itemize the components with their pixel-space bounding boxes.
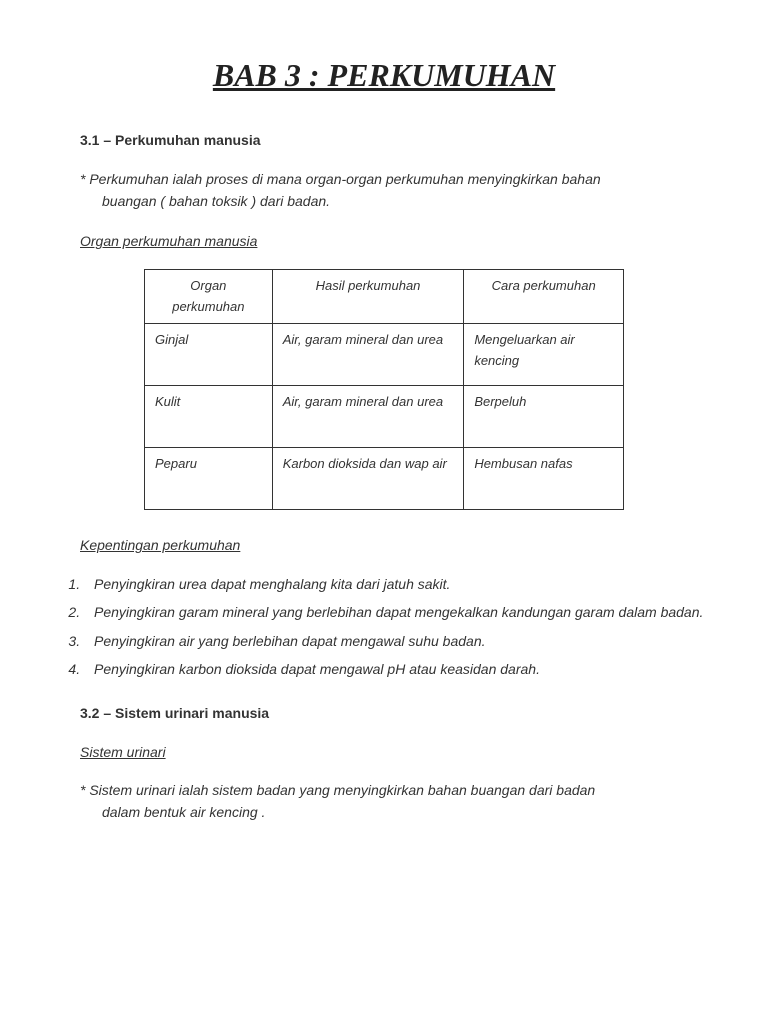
table-cell: Berpeluh: [464, 386, 624, 448]
table-row: Ginjal Air, garam mineral dan urea Menge…: [145, 324, 624, 386]
list-item: Penyingkiran karbon dioksida dapat menga…: [84, 658, 708, 680]
section-3-2-heading: 3.2 – Sistem urinari manusia: [80, 702, 708, 724]
table-header: Cara perkumuhan: [464, 269, 624, 324]
definition-3-1-line1: * Perkumuhan ialah proses di mana organ-…: [80, 171, 601, 187]
kepentingan-list: Penyingkiran urea dapat menghalang kita …: [60, 573, 708, 681]
table-cell: Kulit: [145, 386, 273, 448]
sistem-urinari-subheading: Sistem urinari: [80, 741, 708, 763]
table-cell: Karbon dioksida dan wap air: [272, 448, 464, 510]
table-cell: Peparu: [145, 448, 273, 510]
definition-3-2-line1: * Sistem urinari ialah sistem badan yang…: [80, 782, 595, 798]
page-title: BAB 3 : PERKUMUHAN: [60, 50, 708, 101]
organ-table: Organ perkumuhan Hasil perkumuhan Cara p…: [144, 269, 624, 511]
kepentingan-subheading: Kepentingan perkumuhan: [80, 534, 708, 556]
definition-3-1-line2: buangan ( bahan toksik ) dari badan.: [102, 190, 688, 212]
definition-3-2-line2: dalam bentuk air kencing .: [102, 801, 688, 823]
section-3-1-heading: 3.1 – Perkumuhan manusia: [80, 129, 708, 151]
list-item: Penyingkiran urea dapat menghalang kita …: [84, 573, 708, 595]
table-cell: Hembusan nafas: [464, 448, 624, 510]
table-cell: Ginjal: [145, 324, 273, 386]
definition-3-2: * Sistem urinari ialah sistem badan yang…: [80, 779, 688, 824]
table-header-row: Organ perkumuhan Hasil perkumuhan Cara p…: [145, 269, 624, 324]
definition-3-1: * Perkumuhan ialah proses di mana organ-…: [80, 168, 688, 213]
table-cell: Mengeluarkan air kencing: [464, 324, 624, 386]
table-cell: Air, garam mineral dan urea: [272, 386, 464, 448]
list-item: Penyingkiran garam mineral yang berlebih…: [84, 601, 708, 623]
table-cell: Air, garam mineral dan urea: [272, 324, 464, 386]
organ-subheading: Organ perkumuhan manusia: [80, 230, 708, 252]
table-header: Hasil perkumuhan: [272, 269, 464, 324]
table-row: Peparu Karbon dioksida dan wap air Hembu…: [145, 448, 624, 510]
table-row: Kulit Air, garam mineral dan urea Berpel…: [145, 386, 624, 448]
table-header: Organ perkumuhan: [145, 269, 273, 324]
list-item: Penyingkiran air yang berlebihan dapat m…: [84, 630, 708, 652]
